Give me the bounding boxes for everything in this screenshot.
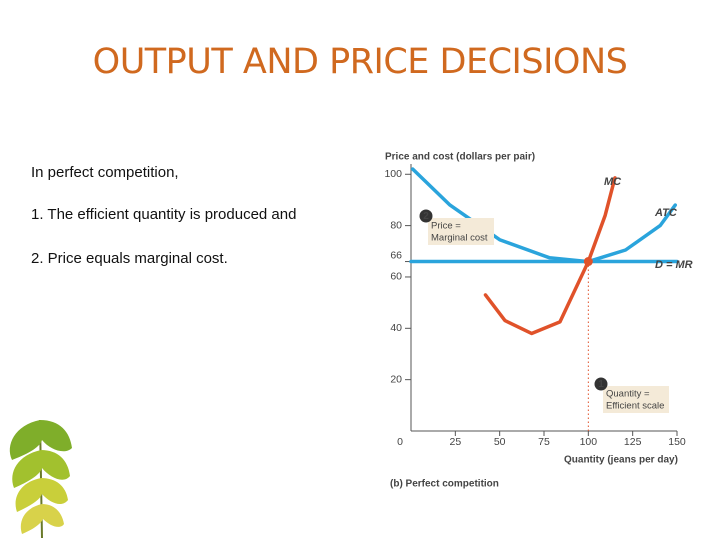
caption: (b) Perfect competition — [390, 479, 499, 490]
curve-label: ATC — [654, 207, 678, 219]
curve-label: D = MR — [655, 259, 693, 271]
x-tick-label: 125 — [624, 436, 642, 448]
slide-title: OUTPUT AND PRICE DECISIONS — [92, 42, 628, 82]
x-tick-label: 0 — [397, 436, 403, 448]
paragraph: 2. Price equals marginal cost. — [31, 250, 228, 267]
y-tick-label: 66 — [390, 249, 402, 261]
y-tick-label: 40 — [390, 322, 402, 334]
y-tick-label: 100 — [384, 168, 402, 180]
annotation-text: Efficient scale — [606, 401, 664, 412]
annotation-box — [428, 218, 494, 245]
annotation-text: Marginal cost — [431, 233, 488, 244]
y-tick-label: 80 — [390, 219, 402, 231]
curve-label: MC — [604, 176, 622, 188]
equilibrium-point — [583, 257, 593, 267]
x-tick-label: 75 — [538, 436, 550, 448]
step-marker — [419, 209, 433, 223]
y-tick-label: 60 — [390, 271, 402, 283]
paragraph: In perfect competition, — [31, 164, 179, 181]
step-number: 2 — [423, 211, 429, 222]
curve — [411, 167, 677, 264]
y-axis-label: Price and cost (dollars per pair) — [385, 152, 535, 163]
paragraph: 1. The efficient quantity is produced an… — [31, 206, 297, 223]
x-axis-label: Quantity (jeans per day) — [564, 455, 678, 466]
annotation-box — [603, 386, 669, 413]
x-tick-label: 100 — [580, 436, 598, 448]
curve — [483, 176, 617, 336]
x-tick-label: 50 — [494, 436, 506, 448]
x-tick-label: 25 — [449, 436, 461, 448]
annotation-text: Price = — [431, 221, 461, 232]
step-marker — [594, 377, 608, 391]
step-number: 1 — [598, 379, 604, 390]
ginkgo-decoration — [9, 419, 72, 539]
annotation-text: Quantity = — [606, 389, 650, 400]
y-tick-label: 20 — [390, 373, 402, 385]
x-tick-label: 150 — [668, 436, 686, 448]
